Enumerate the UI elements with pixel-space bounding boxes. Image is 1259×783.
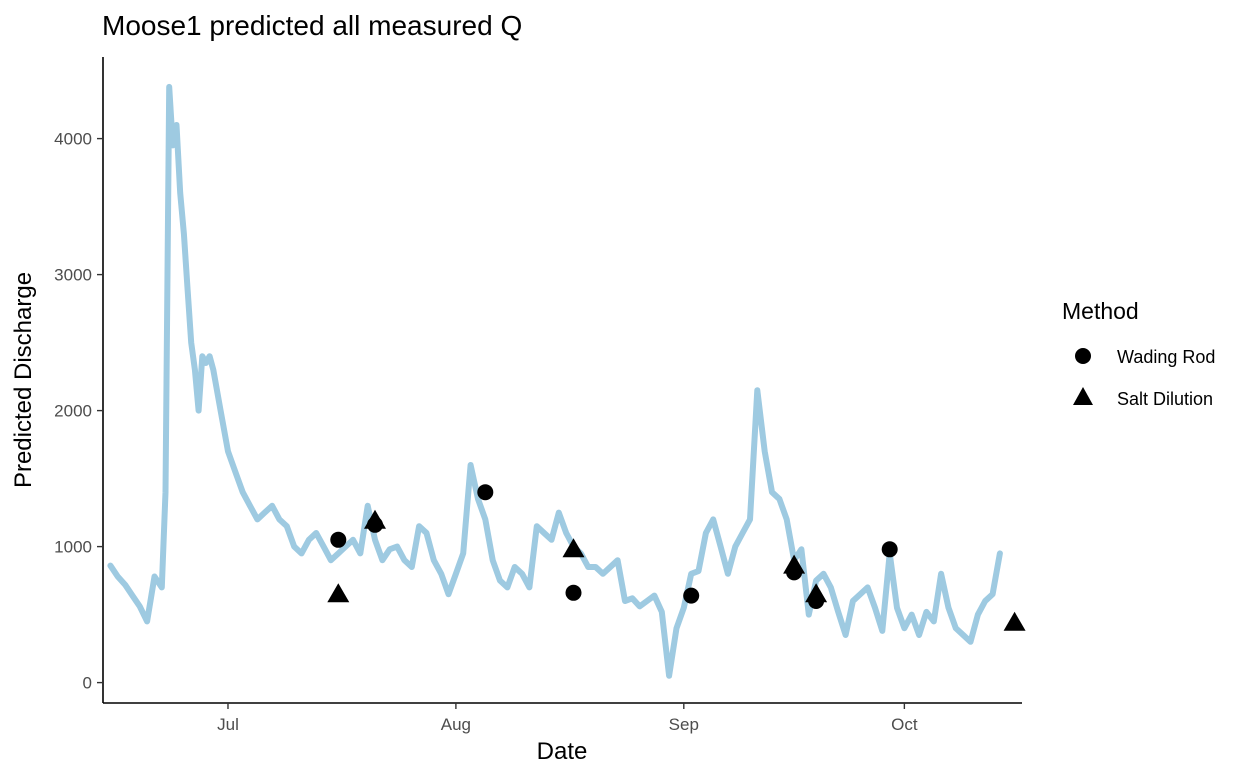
x-tick-label: Jul <box>217 715 239 734</box>
chart-title: Moose1 predicted all measured Q <box>102 10 522 41</box>
wading-rod-point <box>881 541 898 558</box>
y-axis-ticks: 0 1000 2000 3000 4000 <box>54 130 103 693</box>
legend-label-salt-dilution: Salt Dilution <box>1117 389 1213 409</box>
x-axis-label: Date <box>537 738 588 765</box>
x-tick-label: Aug <box>441 715 471 734</box>
y-tick-label: 3000 <box>54 266 92 285</box>
y-tick-label: 4000 <box>54 130 92 149</box>
wading-rod-point <box>683 587 700 604</box>
legend: Method Wading Rod Salt Dilution <box>1062 298 1215 409</box>
legend-title: Method <box>1062 298 1139 324</box>
y-axis-label: Predicted Discharge <box>10 272 37 488</box>
wading-rod-point <box>477 484 494 501</box>
predicted-discharge-line <box>107 83 1003 679</box>
legend-key-triangle <box>1073 387 1093 405</box>
salt-dilution-point <box>1003 611 1026 631</box>
legend-label-wading-rod: Wading Rod <box>1117 347 1215 367</box>
wading-rod-point <box>330 531 347 548</box>
x-tick-label: Oct <box>891 715 918 734</box>
salt-dilution-point <box>562 538 585 558</box>
y-tick-label: 0 <box>83 674 92 693</box>
salt-dilution-point <box>327 583 350 603</box>
legend-key-circle <box>1075 348 1091 364</box>
wading-rod-point <box>565 584 582 601</box>
salt-dilution-point <box>783 554 806 574</box>
plot-area <box>107 83 1026 679</box>
x-axis-ticks: Jul Aug Sep Oct <box>217 703 918 734</box>
x-tick-label: Sep <box>669 715 699 734</box>
y-tick-label: 1000 <box>54 538 92 557</box>
salt-dilution-point <box>364 509 386 529</box>
salt-dilution-point <box>805 583 828 603</box>
y-tick-label: 2000 <box>54 402 92 421</box>
